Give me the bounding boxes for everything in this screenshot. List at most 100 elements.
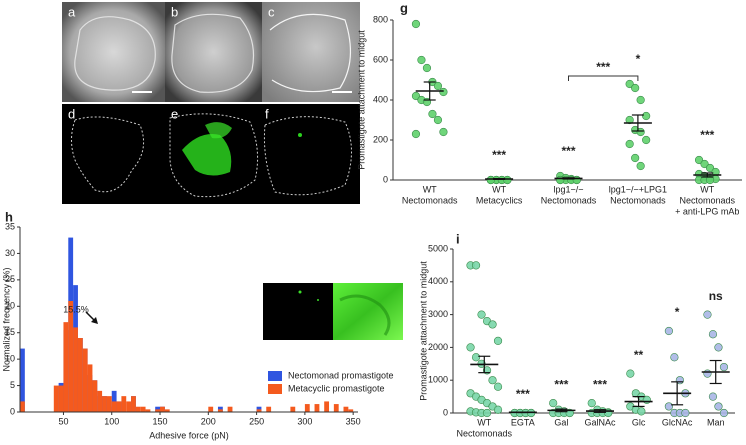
microscopy-panels: a b c d e f [62,2,360,204]
histogram-bar [145,409,151,412]
significance-label: *** [561,144,575,158]
data-point [411,129,421,139]
histogram-bar [73,327,78,412]
x-tick-label: Gal [554,417,568,427]
data-point [631,83,640,93]
panel-letter: h [5,209,13,224]
legend-swatch [268,384,282,394]
data-point [471,261,481,270]
histogram-bar [77,338,83,412]
histogram-bar [126,401,132,412]
data-point [433,115,443,125]
y-axis-label: Promastigote attachment to midgut [356,30,366,170]
y-tick-label: 3000 [428,309,448,319]
panel-letter: a [68,4,76,19]
green-signal [182,134,232,176]
histogram-bar [227,406,233,412]
significance-label: *** [554,377,568,391]
legend-label: Metacyclic promastigote [288,383,385,393]
histogram-bar [63,322,69,412]
x-tick-label: 350 [346,416,361,426]
y-tick-label: 200 [373,134,388,144]
y-axis-label: Normalized frequency (%) [1,267,11,371]
data-point [625,79,634,89]
y-tick-label: 10 [5,354,15,364]
x-tick-label: 250 [249,416,264,426]
data-point [703,369,712,378]
data-point [422,63,432,73]
histogram-bar [155,409,161,412]
significance-label: * [675,305,680,319]
histogram-bar [111,401,117,412]
data-point [488,320,497,329]
green-speck [298,290,302,294]
y-tick-label: 15 [5,327,15,337]
x-tick-label: Nectomonads [680,195,736,205]
y-tick-label: 30 [5,248,15,258]
data-point [637,407,646,416]
data-point [439,87,448,97]
tissue-outline [269,13,352,93]
histogram-bar [314,404,320,412]
significance-label: *** [700,128,714,142]
x-tick-label: 100 [104,416,119,426]
data-point [703,310,712,319]
histogram-bar [116,401,122,412]
annotation-arrowhead [91,317,98,324]
y-tick-label: 0 [10,406,15,416]
data-point [439,127,448,137]
significance-bracket [568,75,639,81]
x-tick-label: lpg1−/−+LPG1 [609,184,667,194]
x-axis-label: Adhesive force (pN) [149,430,229,440]
histogram-bar [92,380,98,412]
x-tick-label: Man [707,417,725,427]
tissue-outline [169,113,259,198]
x-tick-label: GalNAc [584,417,616,427]
x-tick-label: Metacyclics [476,195,523,205]
x-tick-label: 200 [201,416,216,426]
data-point [477,310,486,319]
data-point [708,392,718,401]
data-point [636,95,645,105]
inset-texture [339,294,391,336]
histogram-bar [20,348,25,412]
y-tick-label: 2000 [428,342,448,352]
data-point [681,408,690,418]
data-point [411,91,421,101]
data-point [705,175,715,185]
panel-letter: d [68,106,75,121]
data-point [417,55,426,65]
x-tick-label: GlcNAc [662,417,693,427]
x-tick-label: 50 [58,416,68,426]
data-point [587,399,596,408]
legend-label: Nectomonad promastigote [288,370,394,380]
y-tick-label: 25 [5,274,15,284]
data-point [503,175,512,185]
histogram-bar [135,406,141,412]
image-a [62,2,165,102]
x-tick-label: WT [423,184,437,194]
histogram-bar [97,390,103,412]
histogram-bar [324,401,330,412]
histogram-bar [348,409,354,412]
panel-letter: f [265,106,269,121]
data-point [700,159,709,169]
data-point [664,326,673,336]
histogram-bar [343,406,349,412]
significance-label: *** [593,377,607,391]
panel-letter: b [171,4,178,19]
x-tick-label: Nectomonads [610,195,666,205]
histogram-bar [87,364,93,412]
data-point [493,405,503,414]
x-tick-label: EGTA [511,417,535,427]
panel-letter: c [268,4,275,19]
y-tick-label: 0 [383,174,388,184]
data-point [636,127,645,137]
data-point [631,153,640,163]
annotation: 15.5% [63,304,89,314]
inset-green [333,283,403,340]
histogram-bar [68,301,74,412]
green-speck [317,299,319,301]
panel-letter: i [456,231,460,246]
green-signal [205,122,232,139]
